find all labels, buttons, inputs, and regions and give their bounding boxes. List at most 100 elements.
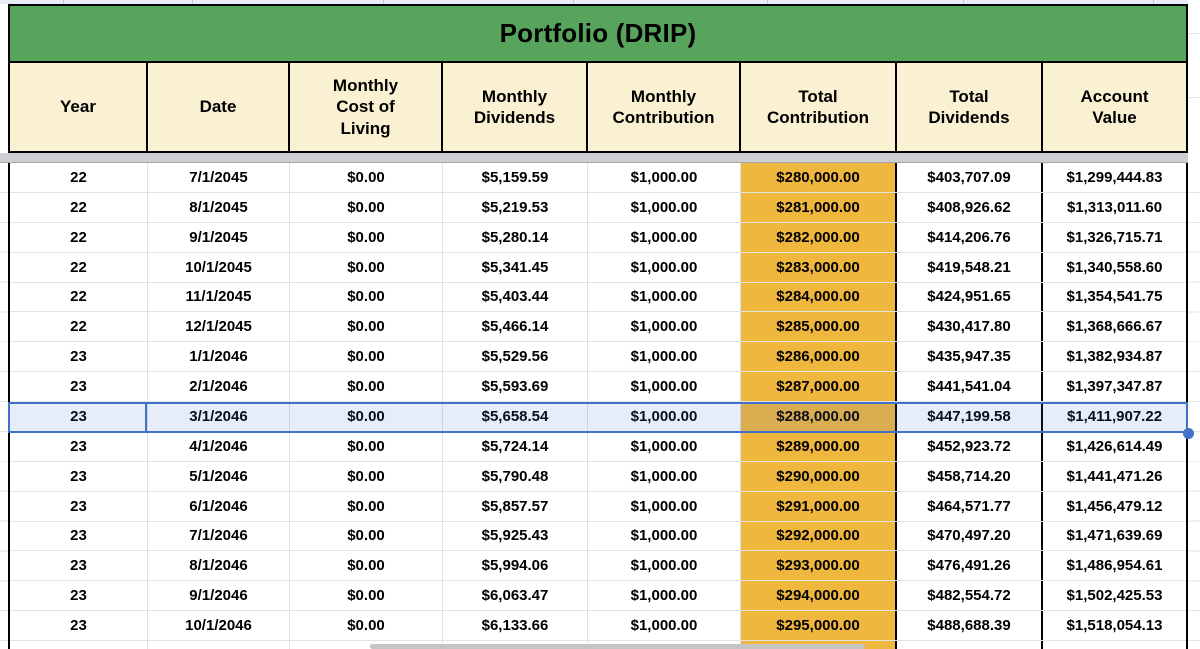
cell[interactable]: 10/1/2046	[148, 611, 290, 640]
cell[interactable]: $289,000.00	[741, 431, 897, 461]
cell[interactable]: $1,000.00	[588, 312, 741, 342]
cell[interactable]: $292,000.00	[741, 521, 897, 551]
cell[interactable]: $1,000.00	[588, 611, 741, 640]
cell[interactable]: $5,219.53	[443, 192, 588, 222]
cell[interactable]: 23	[10, 491, 148, 521]
cell[interactable]: 2/1/2046	[148, 372, 290, 401]
cell[interactable]: $447,199.58	[897, 402, 1043, 431]
column-header-year[interactable]: Year	[10, 63, 148, 151]
cell[interactable]: $403,707.09	[897, 163, 1043, 192]
frozen-row-divider[interactable]	[0, 153, 1200, 163]
cell[interactable]: $1,382,934.87	[1066, 348, 1163, 366]
cell[interactable]: $435,947.35	[897, 342, 1043, 372]
cell[interactable]: $285,000.00	[741, 312, 897, 342]
cell[interactable]: $0.00	[290, 192, 443, 222]
cell[interactable]: $5,529.56	[443, 342, 588, 372]
cell[interactable]: $1,000.00	[588, 192, 741, 222]
column-header-total-contribution[interactable]: Total Contribution	[741, 63, 897, 151]
cell[interactable]: $1,368,666.67	[1066, 318, 1163, 336]
cell[interactable]: $287,000.00	[741, 372, 897, 401]
cell[interactable]: $1,471,639.69	[1066, 527, 1163, 545]
cell[interactable]: 22	[10, 163, 148, 192]
cell[interactable]: $1,000.00	[588, 282, 741, 312]
cell[interactable]: $1,486,954.61	[1066, 557, 1163, 575]
column-header-account-value[interactable]: Account Value	[1080, 86, 1149, 127]
cell[interactable]: $1,397,347.87	[1066, 378, 1163, 396]
column-header-monthly-cost-of-living[interactable]: Monthly Cost of Living	[290, 63, 443, 151]
cell[interactable]: $424,951.65	[897, 282, 1043, 312]
cell[interactable]: $291,000.00	[741, 491, 897, 521]
cell[interactable]: $408,926.62	[897, 192, 1043, 222]
cell[interactable]: 23	[10, 461, 148, 491]
cell[interactable]: $1,000.00	[588, 581, 741, 611]
cell[interactable]: $1,456,479.12	[1066, 497, 1163, 515]
cell[interactable]: $464,571.77	[897, 491, 1043, 521]
cell[interactable]: $294,000.00	[741, 581, 897, 611]
cell[interactable]: $290,000.00	[741, 461, 897, 491]
cell[interactable]: $293,000.00	[741, 551, 897, 581]
cell[interactable]: $5,724.14	[443, 431, 588, 461]
cell[interactable]: 11/1/2045	[148, 282, 290, 312]
cell[interactable]: 22	[10, 282, 148, 312]
cell[interactable]: $1,000.00	[588, 491, 741, 521]
cell[interactable]: $441,541.04	[897, 372, 1043, 401]
cell[interactable]: $458,714.20	[897, 461, 1043, 491]
cell[interactable]: $5,593.69	[443, 372, 588, 401]
cell[interactable]: $0.00	[290, 521, 443, 551]
cell[interactable]: $1,299,444.83	[1066, 168, 1163, 186]
cell[interactable]: $0.00	[290, 402, 443, 431]
cell[interactable]: $0.00	[290, 491, 443, 521]
cell[interactable]: $1,340,558.60	[1066, 258, 1163, 276]
cell[interactable]	[1043, 641, 1186, 649]
cell[interactable]: $430,417.80	[897, 312, 1043, 342]
cell[interactable]: $1,000.00	[588, 551, 741, 581]
cell[interactable]: $1,000.00	[588, 461, 741, 491]
cell[interactable]: $282,000.00	[741, 222, 897, 252]
cell[interactable]: 9/1/2046	[148, 581, 290, 611]
cell[interactable]: $0.00	[290, 252, 443, 282]
cell[interactable]: $452,923.72	[897, 431, 1043, 461]
cell[interactable]: $5,403.44	[443, 282, 588, 312]
cell[interactable]: 22	[10, 252, 148, 282]
cell[interactable]: $5,466.14	[443, 312, 588, 342]
cell[interactable]: $5,341.45	[443, 252, 588, 282]
cell[interactable]: 7/1/2046	[148, 521, 290, 551]
horizontal-scrollbar-thumb[interactable]	[370, 644, 865, 649]
cell[interactable]: $414,206.76	[897, 222, 1043, 252]
cell[interactable]: $1,313,011.60	[1066, 198, 1163, 216]
cell[interactable]: $0.00	[290, 163, 443, 192]
cell[interactable]: $0.00	[290, 461, 443, 491]
cell[interactable]: $286,000.00	[741, 342, 897, 372]
cell[interactable]: 8/1/2045	[148, 192, 290, 222]
cell[interactable]: 23	[10, 551, 148, 581]
cell[interactable]: 22	[10, 312, 148, 342]
cell[interactable]: 23	[10, 342, 148, 372]
cell[interactable]: $281,000.00	[741, 192, 897, 222]
cell[interactable]: $283,000.00	[741, 252, 897, 282]
cell[interactable]: 23	[10, 611, 148, 640]
cell[interactable]: 1/1/2046	[148, 342, 290, 372]
column-header-date[interactable]: Date	[148, 63, 290, 151]
cell[interactable]: 23	[10, 521, 148, 551]
cell[interactable]: $1,000.00	[588, 222, 741, 252]
cell[interactable]: $0.00	[290, 611, 443, 640]
cell[interactable]: $1,000.00	[588, 372, 741, 401]
cell[interactable]: $5,790.48	[443, 461, 588, 491]
cell[interactable]: $0.00	[290, 551, 443, 581]
cell[interactable]: $482,554.72	[897, 581, 1043, 611]
cell[interactable]: $0.00	[290, 431, 443, 461]
cell[interactable]: 4/1/2046	[148, 431, 290, 461]
cell[interactable]: $1,354,541.75	[1066, 288, 1163, 306]
cell[interactable]: $0.00	[290, 222, 443, 252]
cell[interactable]: 12/1/2045	[148, 312, 290, 342]
cell[interactable]: $419,548.21	[897, 252, 1043, 282]
cell[interactable]: $0.00	[290, 282, 443, 312]
cell[interactable]: 22	[10, 192, 148, 222]
cell[interactable]: $1,326,715.71	[1066, 228, 1163, 246]
cell[interactable]: $5,280.14	[443, 222, 588, 252]
cell[interactable]: $284,000.00	[741, 282, 897, 312]
cell[interactable]: $0.00	[290, 312, 443, 342]
cell[interactable]: 5/1/2046	[148, 461, 290, 491]
cell[interactable]: 23	[10, 431, 148, 461]
cell[interactable]: $5,159.59	[443, 163, 588, 192]
